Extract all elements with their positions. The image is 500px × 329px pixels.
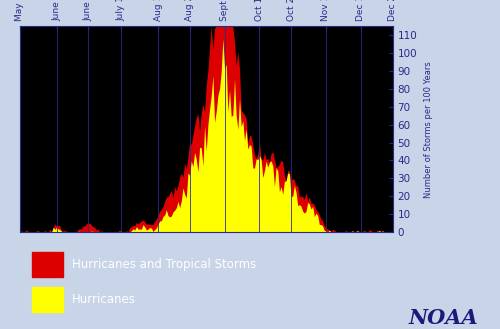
Text: Hurricanes and Tropical Storms: Hurricanes and Tropical Storms bbox=[72, 258, 256, 271]
Text: Hurricanes: Hurricanes bbox=[72, 293, 136, 306]
Y-axis label: Number of Storms per 100 Years: Number of Storms per 100 Years bbox=[424, 61, 433, 197]
FancyBboxPatch shape bbox=[32, 252, 63, 277]
Text: NOAA: NOAA bbox=[408, 308, 478, 328]
FancyBboxPatch shape bbox=[32, 287, 63, 312]
